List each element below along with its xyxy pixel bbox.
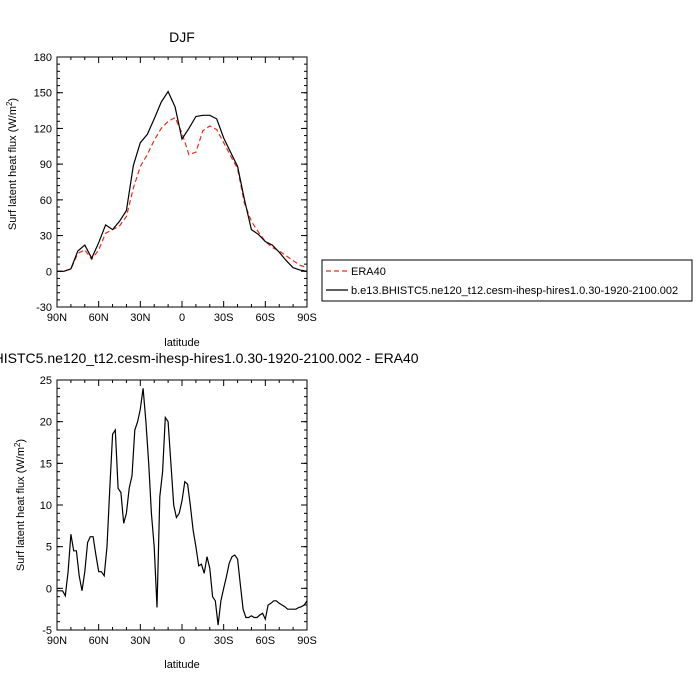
bottom-x-tick-label: 30N xyxy=(130,635,150,647)
top-panel-frame xyxy=(56,56,308,308)
bottom-panel-ticks: 90N 60N 30N 0 30S 60S 90S -5 0 5 10 15 20 25 xyxy=(40,375,317,647)
top-x-tick-label: 90S xyxy=(297,312,317,324)
bottom-y-tick-label: 15 xyxy=(40,458,52,470)
bottom-x-tick-label: 0 xyxy=(179,635,185,647)
bottom-x-tick-label: 60N xyxy=(89,635,109,647)
top-x-tick-label: 60N xyxy=(89,312,109,324)
top-y-tick-label: 30 xyxy=(40,231,52,243)
top-y-tick-label: 90 xyxy=(40,159,52,171)
top-y-tick-label: 60 xyxy=(40,195,52,207)
top-y-tick-label: 120 xyxy=(34,123,52,135)
bottom-y-tick-label: 5 xyxy=(46,542,52,554)
bottom-y-tick-label: 10 xyxy=(40,500,52,512)
svg-text:Surf latent heat flux (W/m2): Surf latent heat flux (W/m2) xyxy=(13,439,27,571)
bottom-x-tick-label: 90S xyxy=(297,635,317,647)
top-x-tick-label: 30S xyxy=(214,312,234,324)
bottom-x-tick-label: 60S xyxy=(256,635,276,647)
top-panel-series xyxy=(57,90,308,272)
top-y-tick-label: 180 xyxy=(34,52,52,64)
legend: ERA40 b.e13.BHISTC5.ne120_t12.cesm-ihesp… xyxy=(321,259,693,302)
bottom-x-tick-label: 30S xyxy=(214,635,234,647)
svg-text:Surf latent heat flux (W/m2): Surf latent heat flux (W/m2) xyxy=(5,98,19,230)
top-x-tick-label: 0 xyxy=(179,312,185,324)
bottom-x-tick-label: 90N xyxy=(47,635,67,647)
bottom-panel-title: b.e13.BHISTC5.ne120_t12.cesm-ihesp-hires… xyxy=(0,350,419,366)
legend-box xyxy=(321,259,693,302)
legend-label-model: b.e13.BHISTC5.ne120_t12.cesm-ihesp-hires… xyxy=(351,285,678,297)
bottom-y-tick-label: 0 xyxy=(46,583,52,595)
bottom-y-tick-label: 20 xyxy=(40,417,52,429)
legend-label-era40: ERA40 xyxy=(351,266,386,278)
top-y-tick-label: 150 xyxy=(34,88,52,100)
bottom-panel-x-axis-label: latitude xyxy=(164,659,199,671)
bottom-panel-series xyxy=(57,388,308,626)
bottom-panel-frame xyxy=(56,379,308,631)
bottom-panel-y-axis-label: Surf latent heat flux (W/m2) xyxy=(13,439,27,571)
top-series-line-1 xyxy=(57,90,308,272)
bottom-y-tick-label: -5 xyxy=(42,625,52,637)
top-x-tick-label: 30N xyxy=(130,312,150,324)
top-panel-title: DJF xyxy=(169,29,195,45)
top-series-line-0 xyxy=(57,116,308,272)
top-panel-x-axis-label: latitude xyxy=(164,337,199,349)
top-panel-y-axis-label: Surf latent heat flux (W/m2) xyxy=(5,98,19,230)
top-panel: DJF Surf latent heat flux (W/m2) latitud… xyxy=(5,29,317,349)
top-y-tick-label: 0 xyxy=(46,266,52,278)
bottom-y-tick-label: 25 xyxy=(40,375,52,387)
bottom-panel: b.e13.BHISTC5.ne120_t12.cesm-ihesp-hires… xyxy=(0,350,419,671)
top-panel-ticks: 90N 60N 30N 0 30S 60S 90S -30 0 30 60 90 120 150 180 xyxy=(34,52,317,324)
top-x-tick-label: 60S xyxy=(256,312,276,324)
top-x-tick-label: 90N xyxy=(47,312,67,324)
bottom-series-line-0 xyxy=(57,388,308,626)
top-y-tick-label: -30 xyxy=(36,302,52,314)
